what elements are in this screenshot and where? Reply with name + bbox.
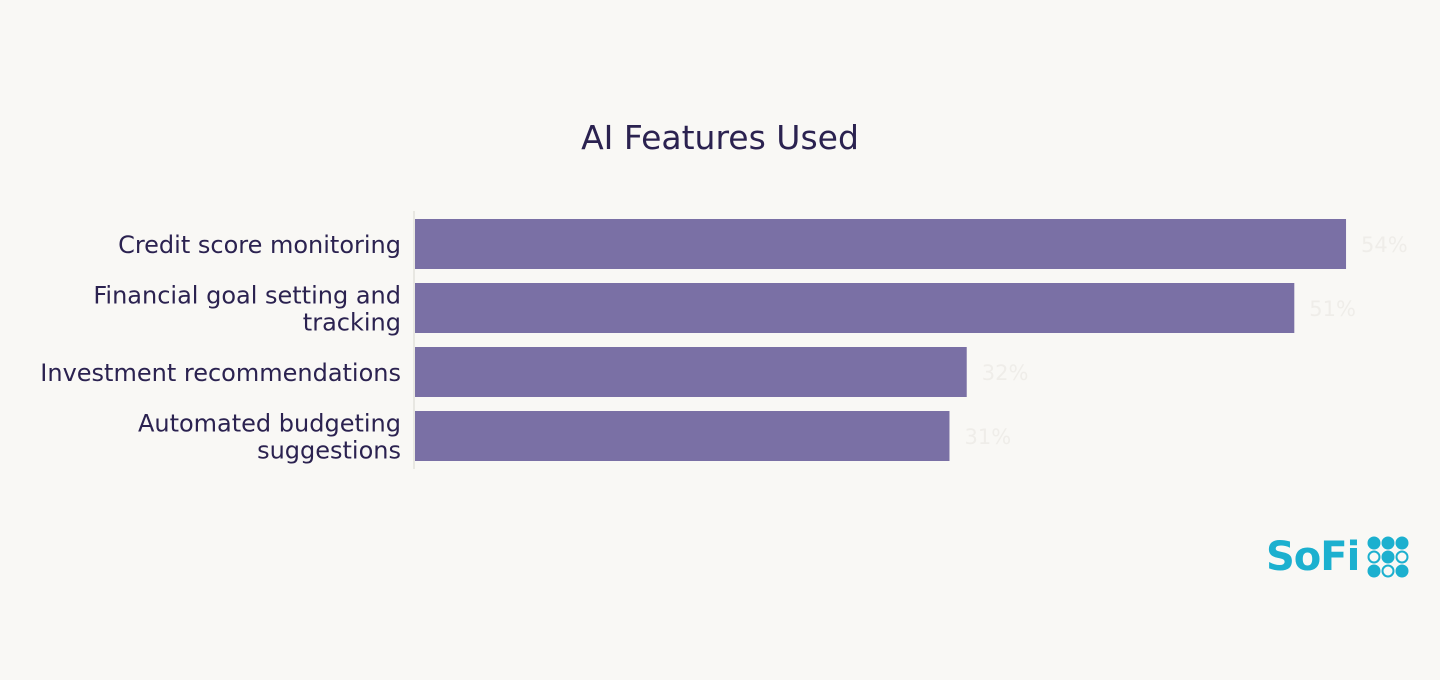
value-label-3: 31% xyxy=(964,425,1011,449)
bar-2 xyxy=(415,347,967,397)
category-label-3-line-0: Automated budgeting xyxy=(138,410,401,438)
bar-0 xyxy=(415,219,1347,269)
category-label-1-line-0: Financial goal setting and xyxy=(93,282,401,310)
bar-1 xyxy=(415,283,1295,333)
value-label-0: 54% xyxy=(1361,233,1408,257)
bar-3 xyxy=(415,411,950,461)
sofi-logo: SoFi xyxy=(1266,530,1409,584)
bars-group: 54% Credit score monitoring 51% Financial g… xyxy=(40,219,1408,465)
logo-wordmark: SoFi xyxy=(1266,534,1360,580)
category-label-2-line-0: Investment recommendations xyxy=(40,359,401,387)
chart-title: AI Features Used xyxy=(581,118,859,157)
category-label-0-line-0: Credit score monitoring xyxy=(118,231,401,259)
value-label-2: 32% xyxy=(982,361,1029,385)
sofi-dots-logo-icon xyxy=(1367,536,1409,578)
category-label-1-line-1: tracking xyxy=(303,309,401,337)
value-label-1: 51% xyxy=(1309,297,1356,321)
category-label-3-line-1: suggestions xyxy=(257,437,401,465)
